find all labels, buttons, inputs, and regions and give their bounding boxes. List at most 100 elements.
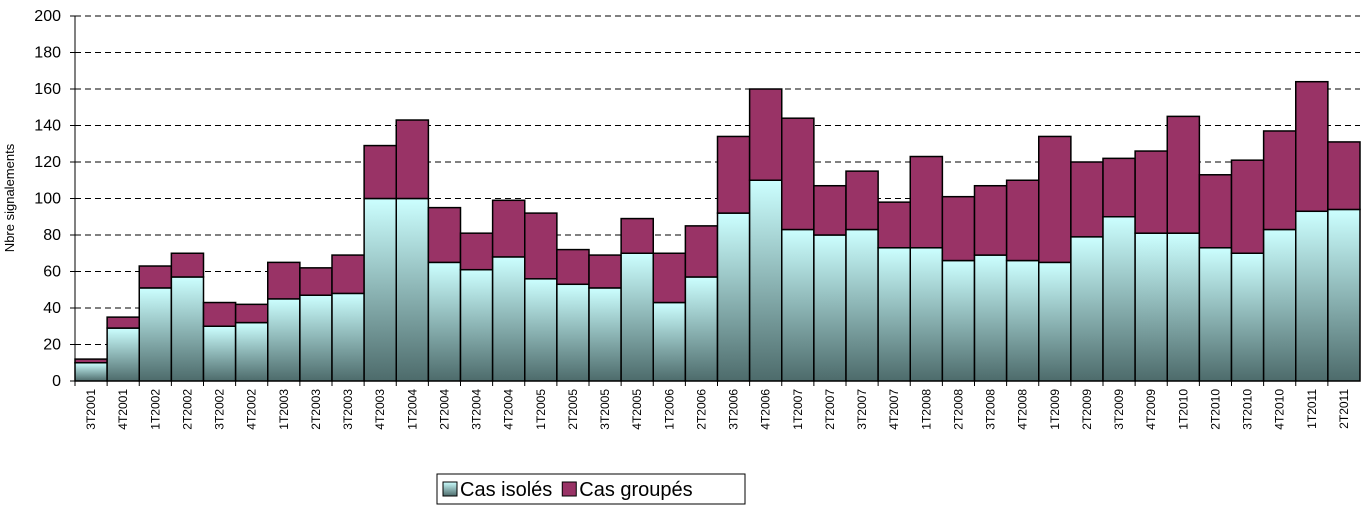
bar-segment — [813, 184, 847, 236]
x-tick-label: 1T2002 — [148, 389, 162, 430]
bar-segment — [1327, 208, 1361, 382]
x-tick-label: 2T2004 — [437, 389, 451, 430]
bar-segment — [138, 287, 173, 382]
bar-segment — [1070, 161, 1104, 238]
x-tick-label: 2T2010 — [1208, 389, 1222, 430]
x-tick-label: 3T2002 — [213, 389, 227, 430]
x-tick-label: 3T2010 — [1241, 389, 1255, 430]
bar-segment — [363, 197, 397, 382]
bar-segment — [652, 301, 687, 382]
x-tick-label: 4T2007 — [887, 389, 901, 430]
bar-segment — [716, 212, 751, 382]
bar-segment — [1070, 236, 1104, 382]
bar-segment — [202, 301, 237, 327]
x-tick-label: 3T2001 — [84, 389, 98, 430]
y-tick-label: 0 — [52, 373, 61, 390]
x-tick-label: 4T2006 — [759, 389, 773, 430]
bar-segment — [74, 362, 108, 382]
bar-segment — [941, 195, 976, 262]
bar-segment — [524, 278, 558, 382]
bar-segment — [684, 225, 719, 278]
x-tick-label: 1T2010 — [1176, 389, 1190, 430]
y-tick-label: 160 — [34, 81, 61, 98]
x-tick-label: 4T2002 — [245, 389, 259, 430]
bar-segment — [170, 276, 205, 382]
bar-segment — [395, 119, 430, 200]
bar-segment — [1166, 232, 1201, 382]
bar-segment — [299, 294, 333, 382]
bar-segment — [138, 265, 173, 289]
bar-segment — [845, 170, 879, 231]
bar-segment — [652, 252, 687, 304]
x-tick-label: 2T2003 — [309, 389, 323, 430]
bar-segment — [1295, 80, 1329, 213]
bar-segment — [74, 358, 108, 364]
y-tick-label: 120 — [34, 154, 61, 171]
x-tick-label: 2T2002 — [180, 389, 194, 430]
y-tick-label: 60 — [43, 264, 61, 281]
bar-segment — [267, 261, 301, 300]
bar-segment — [1295, 210, 1329, 382]
x-tick-label: 2T2006 — [694, 389, 708, 430]
x-tick-label: 3T2003 — [341, 389, 355, 430]
bar-segment — [106, 316, 140, 329]
bar-segment — [877, 247, 911, 382]
x-tick-label: 3T2008 — [984, 389, 998, 430]
bar-segment — [491, 199, 526, 258]
bar-segment — [1230, 159, 1265, 254]
y-tick-label: 180 — [34, 45, 61, 62]
bar-segment — [1230, 252, 1265, 382]
bar-segment — [267, 298, 301, 382]
legend-label: Cas isolés — [460, 479, 552, 501]
x-tick-label: 3T2007 — [855, 389, 869, 430]
x-tick-label: 1T2005 — [534, 389, 548, 430]
y-tick-label: 140 — [34, 118, 61, 135]
x-tick-label: 2T2009 — [1080, 389, 1094, 430]
bar-segment — [684, 276, 719, 382]
bar-segment — [781, 228, 815, 382]
bar-segment — [620, 252, 654, 382]
x-tick-label: 3T2005 — [598, 389, 612, 430]
legend-swatch — [442, 481, 458, 497]
bar-segment — [941, 259, 976, 382]
x-tick-label: 1T2008 — [919, 389, 933, 430]
bar-segment — [813, 234, 847, 382]
bar-segment — [556, 248, 590, 286]
bar-segment — [1166, 115, 1201, 234]
bar-segment — [781, 117, 815, 231]
bar-segment — [331, 292, 365, 382]
x-tick-label: 4T2004 — [502, 389, 516, 430]
bar-segment — [427, 261, 462, 382]
y-tick-label: 100 — [34, 191, 61, 208]
x-tick-label: 4T2005 — [630, 389, 644, 430]
legend-swatch — [561, 481, 577, 497]
bar-segment — [973, 254, 1008, 382]
bar-segment — [1198, 174, 1233, 249]
x-tick-label: 4T2003 — [373, 389, 387, 430]
x-tick-label: 2T2008 — [951, 389, 965, 430]
x-tick-label: 3T2004 — [470, 389, 484, 430]
x-tick-label: 3T2009 — [1112, 389, 1126, 430]
x-tick-label: 4T2010 — [1273, 389, 1287, 430]
x-tick-label: 1T2006 — [662, 389, 676, 430]
bar-segment — [1005, 259, 1040, 382]
legend-box — [436, 473, 746, 505]
y-tick-label: 20 — [43, 337, 61, 354]
bar-segment — [877, 201, 911, 249]
bar-segment — [1327, 141, 1361, 211]
bar-segment — [1005, 179, 1040, 262]
bar-segment — [170, 252, 205, 278]
x-tick-label: 1T2003 — [277, 389, 291, 430]
bar-segment — [234, 321, 269, 382]
bar-segment — [331, 254, 365, 295]
x-tick-label: 4T2001 — [116, 389, 130, 430]
legend-label: Cas groupés — [579, 479, 692, 501]
bar-segment — [1102, 216, 1136, 382]
bar-segment — [556, 283, 590, 382]
x-tick-label: 1T2007 — [791, 389, 805, 430]
y-tick-label: 40 — [43, 300, 61, 317]
bar-segment — [1198, 247, 1233, 382]
bar-segment — [459, 232, 494, 271]
x-tick-label: 3T2006 — [727, 389, 741, 430]
